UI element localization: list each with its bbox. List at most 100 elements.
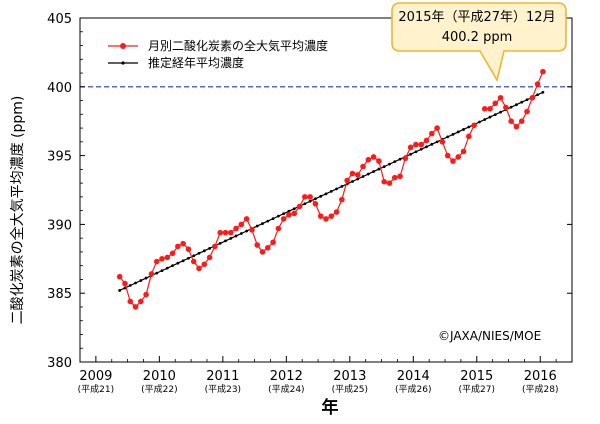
x-tick-label: 2009 [79, 369, 112, 384]
callout-bubble [391, 2, 567, 83]
x-tick-label: 2015 [460, 369, 493, 384]
monthly-point [540, 68, 546, 75]
monthly-point [391, 174, 398, 181]
trend-point [181, 259, 185, 263]
trend-point [451, 133, 455, 136]
monthly-point [481, 106, 488, 112]
monthly-point [434, 125, 440, 131]
monthly-point [249, 227, 255, 233]
trend-point [499, 110, 502, 114]
trend-point [292, 207, 296, 211]
x-era-label: (平成27) [459, 383, 495, 395]
monthly-point [122, 280, 128, 287]
monthly-point [508, 118, 514, 124]
trend-point [425, 145, 428, 149]
monthly-point [270, 239, 276, 246]
monthly-point [275, 225, 282, 232]
monthly-point [243, 216, 250, 222]
monthly-point [349, 170, 356, 177]
x-era-label: (平成25) [332, 383, 368, 395]
trend-point [335, 187, 338, 191]
monthly-point [180, 240, 186, 247]
monthly-point [153, 258, 160, 265]
y-tick-label: 380 [47, 356, 72, 371]
monthly-point [487, 106, 493, 112]
callout-line1: 2015年（平成27年）12月 [398, 10, 555, 25]
monthly-point [354, 172, 361, 178]
monthly-point [317, 213, 324, 219]
monthly-point [143, 291, 149, 298]
trend-point [351, 180, 354, 183]
monthly-point [450, 158, 456, 164]
trend-point [282, 212, 286, 216]
monthly-point [524, 108, 530, 115]
monthly-point [159, 255, 165, 262]
trend-point [398, 157, 402, 161]
trend-point [525, 98, 529, 102]
x-era-label: (平成26) [395, 383, 431, 395]
monthly-point [286, 211, 292, 218]
monthly-point [222, 229, 229, 236]
monthly-point [413, 141, 419, 148]
monthly-point [376, 158, 382, 164]
monthly-point [312, 200, 319, 207]
x-tick-label: 2010 [143, 369, 176, 384]
monthly-point [423, 137, 430, 144]
trend-point [388, 162, 391, 166]
trend-point [430, 142, 434, 146]
trend-point [128, 284, 132, 287]
trend-point [218, 241, 222, 245]
annotation-callout: 2015年（平成27年）12月 400.2 ppm [391, 2, 567, 83]
trend-point [271, 217, 275, 221]
trend-point [446, 135, 450, 139]
trend-point [192, 254, 196, 258]
trend-point [414, 150, 418, 154]
monthly-point [206, 254, 213, 261]
trend-point [314, 197, 317, 201]
monthly-point [518, 118, 525, 124]
y-tick-label: 390 [47, 218, 72, 233]
trend-point [456, 130, 460, 134]
trend-point [224, 239, 227, 243]
trend-point [229, 237, 233, 240]
trend-point [435, 140, 439, 144]
monthly-point [233, 225, 239, 232]
legend-marker-monthly [120, 43, 126, 49]
trend-point [329, 189, 333, 193]
monthly-point [164, 254, 171, 261]
trend-point [409, 152, 413, 156]
x-axis-title: 年 [322, 397, 339, 418]
trend-point [515, 103, 518, 107]
trend-point [134, 281, 137, 285]
plot-area-frame [79, 17, 573, 363]
callout-line2: 400.2 ppm [442, 30, 513, 45]
trend-point [139, 279, 143, 282]
trend-point [160, 269, 164, 273]
monthly-point [333, 209, 340, 215]
monthly-point [455, 154, 462, 160]
trend-point [382, 165, 386, 169]
trend-point [255, 224, 259, 228]
trend-point [208, 246, 212, 250]
monthly-point [280, 216, 287, 222]
monthly-point [381, 178, 387, 185]
trend-point [202, 249, 206, 253]
trend-point [536, 93, 540, 97]
monthly-point [360, 163, 366, 170]
trend-point [176, 261, 180, 265]
monthly-point [386, 180, 393, 186]
monthly-point [323, 216, 329, 222]
y-tick-label: 385 [47, 287, 72, 302]
monthly-point [196, 265, 202, 272]
y-tick-label: 395 [47, 150, 72, 165]
monthly-point [227, 229, 234, 236]
monthly-point [148, 271, 155, 277]
monthly-point [265, 244, 271, 251]
y-axis-title: 二酸化炭素の全大気平均濃度 (ppm) [9, 96, 26, 325]
trend-point [308, 199, 312, 203]
monthly-point [328, 213, 335, 219]
monthly-point [307, 194, 313, 200]
monthly-point [254, 242, 261, 248]
credit-label: ©JAXA/NIES/MOE [438, 329, 541, 343]
